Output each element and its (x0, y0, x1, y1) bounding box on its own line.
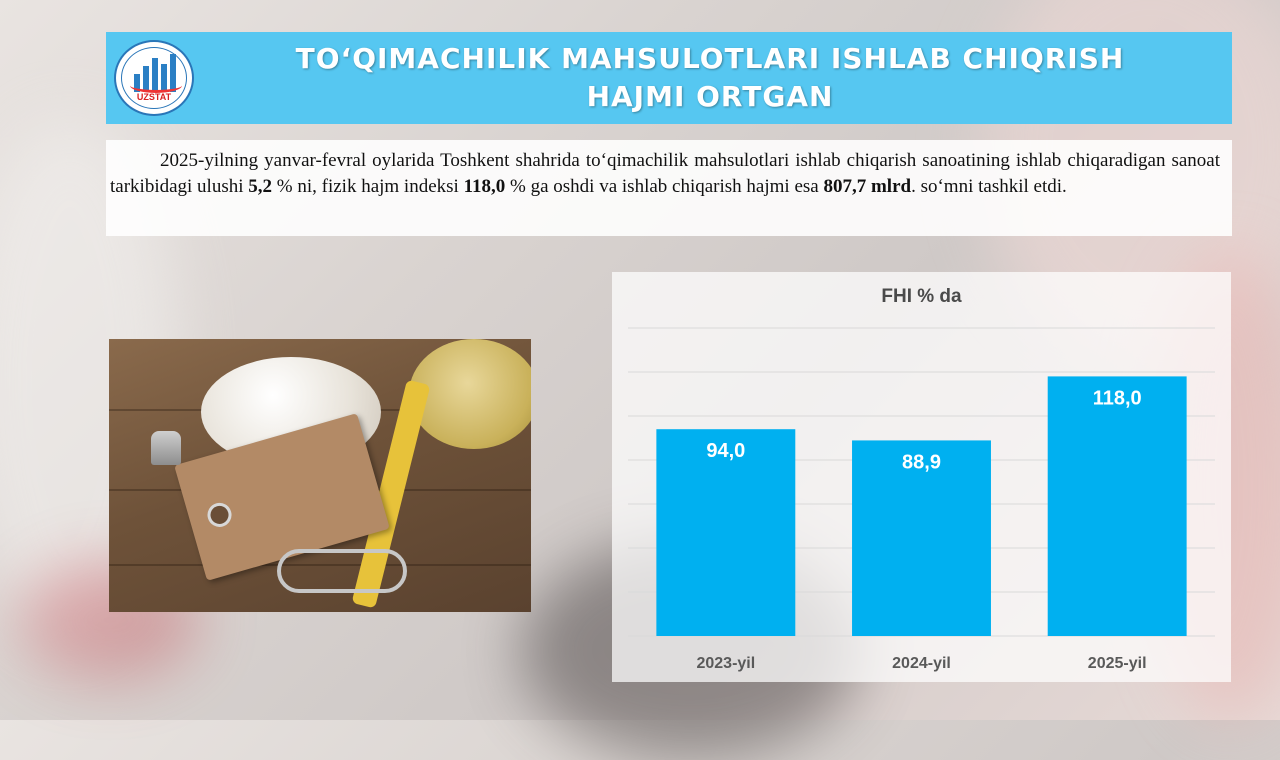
tag-hole (204, 500, 235, 530)
page-title: TO‘QIMACHILIK MAHSULOTLARI ISHLAB CHIQRI… (198, 40, 1222, 116)
chart-title: FHI % da (881, 286, 962, 307)
text-part-1: 2025-yilning yanvar-fevral oylarida Tosh… (110, 150, 1220, 197)
share-value: 5,2 (248, 176, 273, 197)
data-label: 88,9 (902, 451, 941, 473)
text-part-3: % ga oshdi va ishlab chiqarish hajmi esa (505, 176, 824, 197)
scissors (277, 549, 407, 593)
x-tick-label: 2024-yil (892, 655, 951, 672)
text-part-4: . so‘mni tashkil etdi. (911, 176, 1067, 197)
bar-2024-yil (852, 440, 991, 636)
yarn-ball (409, 339, 531, 449)
summary-text-box: 2025-yilning yanvar-fevral oylarida Tosh… (106, 140, 1232, 236)
logo-text: UZSTAT (136, 92, 172, 102)
logo-swoosh (130, 78, 182, 93)
x-tick-label: 2025-yil (1088, 655, 1147, 672)
title-line-1: TO‘QIMACHILIK MAHSULOTLARI ISHLAB CHIQRI… (295, 42, 1125, 75)
summary-paragraph: 2025-yilning yanvar-fevral oylarida Tosh… (110, 148, 1220, 200)
uzstat-logo: UZSTAT (114, 40, 194, 116)
thimble (151, 431, 181, 465)
chart-panel: 94,0 2023-yil 88,9 2024-yil 118,0 2025-yil FH… (612, 272, 1231, 682)
header-banner: UZSTAT TO‘QIMACHILIK MAHSULOTLARI ISHLAB… (106, 32, 1232, 124)
title-line-2: HAJMI ORTGAN (586, 80, 834, 113)
sewing-supplies-photo (109, 339, 531, 612)
bar-2023-yil (656, 429, 796, 636)
wood-plank-line (109, 564, 531, 566)
bar-chart: 94,0 2023-yil 88,9 2024-yil 118,0 2025-yil (628, 327, 1215, 672)
bar-2025-yil (1047, 376, 1187, 636)
x-tick-label: 2023-yil (696, 655, 755, 672)
text-part-2: % ni, fizik hajm indeksi (272, 176, 464, 197)
data-label: 94,0 (706, 440, 745, 462)
volume-value: 807,7 mlrd (823, 176, 912, 197)
data-label: 118,0 (1093, 387, 1142, 409)
index-value: 118,0 (463, 176, 506, 197)
logo-ring (121, 47, 187, 109)
